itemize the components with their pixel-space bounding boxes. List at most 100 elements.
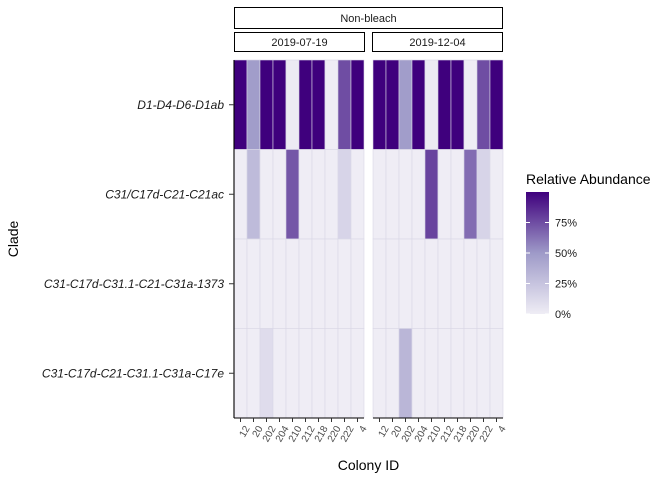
heatmap-cell	[398, 149, 413, 240]
heatmap-cell	[246, 238, 261, 329]
heatmap-cell	[489, 328, 504, 419]
heatmap-cell	[259, 328, 274, 419]
heatmap-cell	[424, 238, 439, 329]
heatmap-cell	[337, 238, 352, 329]
heatmap-cell	[476, 238, 491, 329]
heatmap-cell	[476, 149, 491, 240]
legend-tick-label: 75%	[555, 218, 577, 230]
heatmap-cell	[324, 59, 339, 150]
heatmap-cell	[350, 328, 365, 419]
heatmap-cell	[437, 238, 452, 329]
heatmap-cell	[298, 59, 313, 150]
legend-tick-label: 50%	[555, 248, 577, 260]
x-axis-title: Colony ID	[338, 457, 399, 473]
heatmap-cell	[476, 59, 491, 150]
heatmap-cell	[398, 238, 413, 329]
heatmap-cell	[372, 59, 387, 150]
facet-strip-top	[234, 7, 503, 29]
heatmap-cell	[437, 59, 452, 150]
heatmap-cell	[259, 238, 274, 329]
heatmap-cell	[259, 59, 274, 150]
heatmap-cell	[337, 149, 352, 240]
heatmap-cell	[385, 59, 400, 150]
heatmap-cell	[424, 149, 439, 240]
heatmap-cell	[476, 328, 491, 419]
y-tick-label: D1-D4-D6-D1ab	[137, 98, 224, 112]
y-tick-labels: D1-D4-D6-D1ab C31/C17d-C21-C21ac C31-C17d-…	[42, 98, 234, 380]
heatmap-cell	[450, 59, 465, 150]
heatmap-cell	[450, 149, 465, 240]
heatmap-cell	[272, 238, 287, 329]
heatmap-cell	[350, 59, 365, 150]
legend-title: Relative Abundance	[526, 171, 651, 187]
heatmap-cell	[463, 149, 478, 240]
heatmap-cell	[311, 59, 326, 150]
legend-tick-label: 0%	[555, 309, 571, 321]
heatmap-cell	[489, 59, 504, 150]
heatmap-cell	[385, 328, 400, 419]
heatmap-cell	[424, 59, 439, 150]
heatmap-cell	[298, 328, 313, 419]
x-tick-label: 20	[390, 424, 405, 440]
heatmap-cell	[489, 149, 504, 240]
x-tick-label: 12	[238, 424, 253, 440]
heatmap-cell	[463, 328, 478, 419]
y-axis-title: Clade	[5, 221, 21, 258]
heatmap-cell	[489, 238, 504, 329]
heatmap-cell	[398, 328, 413, 419]
y-tick-label: C31-C17d-C21-C31.1-C31a-C17e	[42, 366, 224, 380]
heatmap-cell	[437, 149, 452, 240]
heatmap-cell	[372, 328, 387, 419]
heatmap-cell	[298, 238, 313, 329]
heatmap-cell	[411, 149, 426, 240]
heatmap-cell	[424, 328, 439, 419]
heatmap-cell	[311, 238, 326, 329]
heatmap-cell	[233, 59, 248, 150]
heatmap-cell	[272, 328, 287, 419]
heatmap-cell	[350, 149, 365, 240]
heatmap-cell	[463, 238, 478, 329]
heatmap-cell	[233, 328, 248, 419]
heatmap-cell	[246, 149, 261, 240]
heatmap-cell	[324, 149, 339, 240]
heatmap-cell	[285, 328, 300, 419]
y-tick-label: C31-C17d-C31.1-C21-C31a-1373	[44, 277, 224, 291]
x-tick-label: 12	[377, 424, 392, 440]
heatmap-cell	[350, 238, 365, 329]
facet-strip-panel-2	[372, 32, 503, 52]
heatmap-cell	[398, 59, 413, 150]
heatmap-cell	[311, 149, 326, 240]
facet-strip-top-label: Non-bleach	[340, 13, 396, 25]
heatmap-cell	[324, 238, 339, 329]
y-tick-label: C31/C17d-C21-C21ac	[105, 187, 224, 201]
heatmap-cell	[372, 149, 387, 240]
heatmap-cell	[233, 238, 248, 329]
heatmap-cell	[450, 238, 465, 329]
heatmap-cells	[233, 59, 504, 419]
heatmap-cell	[337, 328, 352, 419]
heatmap-cell	[337, 59, 352, 150]
heatmap-cell	[450, 328, 465, 419]
x-tick-label: 4	[357, 424, 370, 435]
heatmap-cell	[272, 59, 287, 150]
heatmap-cell	[372, 238, 387, 329]
legend-ticks: 0% 25% 50% 75%	[526, 218, 577, 321]
heatmap-cell	[246, 59, 261, 150]
heatmap-cell	[246, 328, 261, 419]
x-tick-label: 222	[339, 424, 357, 444]
heatmap-cell	[233, 149, 248, 240]
heatmap-cell	[437, 328, 452, 419]
heatmap-cell	[411, 238, 426, 329]
x-tick-label: 222	[478, 424, 496, 444]
heatmap-cell	[385, 149, 400, 240]
heatmap-cell	[385, 238, 400, 329]
heatmap-cell	[311, 328, 326, 419]
facet-strip-panel-2-label: 2019-12-04	[409, 37, 465, 49]
x-tick-label: 4	[496, 424, 509, 435]
heatmap-cell	[272, 149, 287, 240]
legend-colorbar	[526, 192, 549, 314]
heatmap-cell	[285, 149, 300, 240]
heatmap-cell	[259, 149, 274, 240]
